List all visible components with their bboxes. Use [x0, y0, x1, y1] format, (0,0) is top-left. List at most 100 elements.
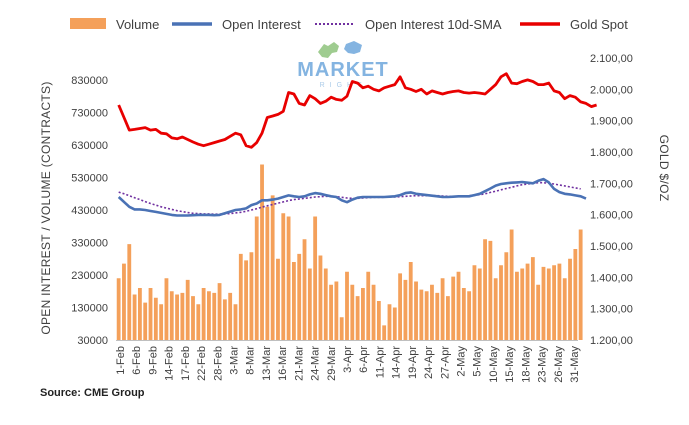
volume-bar — [493, 278, 498, 340]
right-tick-label: 1.800,00 — [590, 147, 633, 159]
volume-bar — [270, 195, 275, 340]
volume-bar — [153, 297, 158, 340]
volume-bar — [191, 296, 195, 340]
left-tick-label: 730000 — [71, 108, 108, 120]
open-interest-sma-line — [118, 181, 581, 215]
volume-bars — [116, 164, 583, 340]
volume-bar — [440, 278, 445, 340]
volume-bar — [414, 281, 418, 340]
volume-bar — [318, 255, 323, 340]
right-tick-label: 1.300,00 — [590, 304, 633, 316]
x-tick-label: 11-Apr — [374, 346, 386, 379]
left-axis-title: OPEN INTEREST / VOLUME (CONTRACTS) — [39, 81, 53, 334]
x-tick-label: 9-Feb — [147, 346, 159, 375]
volume-bar — [228, 292, 233, 340]
volume-bar — [546, 268, 551, 340]
volume-bar — [302, 239, 307, 340]
series-lines — [117, 72, 598, 217]
x-tick-label: 24-Apr — [423, 346, 435, 379]
volume-bar — [180, 292, 185, 340]
volume-bar — [276, 258, 280, 340]
right-tick-label: 1.900,00 — [590, 116, 633, 128]
logo-main-text: MARKET — [297, 59, 389, 81]
left-tick-label: 830000 — [71, 75, 108, 87]
volume-bar — [355, 296, 360, 340]
volume-bar — [461, 288, 466, 340]
x-tick-label: 3-Mar — [229, 346, 241, 375]
x-tick-label: 16-Mar — [277, 346, 289, 381]
x-tick-label: 23-May — [537, 346, 549, 383]
volume-bar — [424, 291, 429, 340]
volume-bar — [509, 229, 514, 340]
volume-bar — [249, 252, 254, 340]
volume-bar — [573, 249, 578, 340]
volume-bar — [207, 291, 211, 340]
volume-bar — [408, 262, 413, 340]
volume-bar — [530, 257, 535, 340]
volume-bar — [159, 304, 164, 340]
volume-bar — [419, 289, 424, 340]
volume-bar — [169, 291, 174, 340]
volume-bar — [562, 278, 567, 340]
volume-bar — [233, 304, 238, 340]
market-logo: MARKET RIGHT — [297, 41, 389, 89]
x-axis: 1-Feb 6-Feb 9-Feb 14-Feb 17-Feb 22-Feb 28-Feb 3… — [115, 340, 581, 383]
volume-bar — [451, 276, 456, 340]
legend-open-interest-label: Open Interest — [222, 17, 301, 32]
x-tick-label: 14-Feb — [164, 346, 176, 381]
volume-bar — [281, 213, 286, 340]
volume-bar — [137, 288, 142, 340]
legend-gold-spot-label: Gold Spot — [570, 17, 628, 32]
x-tick-label: 10-May — [488, 346, 500, 383]
volume-bar — [435, 292, 440, 340]
volume-bar — [467, 291, 472, 340]
volume-bar — [329, 284, 333, 340]
volume-bar — [520, 268, 525, 340]
volume-bar — [578, 229, 583, 340]
volume-bar — [201, 288, 206, 340]
bull-icon — [318, 42, 339, 58]
volume-bar — [260, 164, 264, 340]
volume-bar — [122, 263, 126, 340]
x-tick-label: 22-Feb — [196, 346, 208, 381]
volume-bar — [291, 262, 296, 340]
volume-bar — [345, 271, 349, 340]
volume-bar — [217, 283, 222, 340]
volume-bar — [398, 273, 403, 340]
volume-bar — [541, 266, 546, 340]
volume-bar — [148, 288, 153, 340]
volume-bar — [222, 299, 227, 340]
x-tick-label: 31-May — [569, 346, 581, 383]
x-tick-label: 15-May — [504, 346, 516, 383]
x-tick-label: 3-Apr — [342, 346, 354, 373]
volume-bar — [430, 284, 434, 340]
volume-bar — [185, 279, 190, 340]
right-tick-label: 2.100,00 — [590, 53, 633, 65]
x-tick-label: 6-Apr — [358, 346, 370, 373]
legend-volume-label: Volume — [116, 17, 159, 32]
volume-bar — [387, 304, 392, 340]
volume-bar — [568, 258, 572, 340]
x-tick-label: 14-Apr — [391, 346, 403, 379]
volume-bar — [552, 265, 557, 340]
volume-bar — [499, 265, 503, 340]
volume-bar — [297, 253, 302, 340]
volume-bar — [483, 239, 487, 340]
x-tick-label: 26-May — [553, 346, 565, 383]
volume-bar — [286, 216, 291, 340]
volume-bar — [307, 268, 312, 340]
left-tick-label: 30000 — [77, 335, 108, 347]
volume-bar — [265, 206, 270, 340]
left-tick-label: 330000 — [71, 238, 108, 250]
volume-bar — [238, 253, 243, 340]
volume-bar — [488, 240, 493, 340]
volume-bar — [350, 284, 355, 340]
right-axis-title: GOLD $/OZ — [657, 135, 671, 202]
volume-bar — [504, 252, 509, 340]
x-tick-label: 27-Apr — [439, 346, 451, 379]
right-tick-label: 1.500,00 — [590, 241, 633, 253]
x-tick-label: 21-Mar — [293, 346, 305, 381]
gold-spot-line — [117, 72, 598, 149]
source-note: Source: CME Group — [40, 387, 145, 399]
